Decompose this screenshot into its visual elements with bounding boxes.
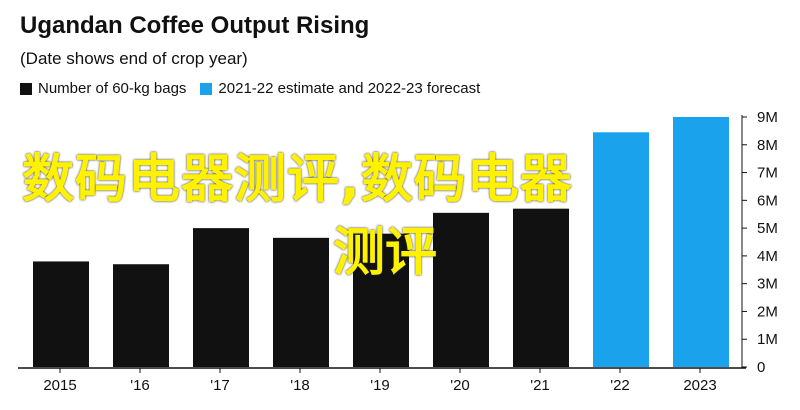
bar-0: [33, 261, 89, 367]
bar-5: [433, 212, 489, 367]
x-tick-label: '16: [130, 377, 150, 394]
x-tick-label: 2023: [683, 377, 716, 394]
y-tick-label: 9M: [757, 109, 778, 126]
legend-label-actual: Number of 60-kg bags: [38, 80, 187, 97]
bar-1: [113, 264, 169, 367]
chart-title: Ugandan Coffee Output Rising: [20, 12, 370, 39]
x-tick-label: '18: [290, 377, 310, 394]
x-tick-label: '22: [610, 377, 630, 394]
chart-subtitle: (Date shows end of crop year): [20, 49, 248, 68]
x-tick-label: '17: [210, 377, 230, 394]
chart-legend: Number of 60-kg bags 2021-22 estimate an…: [20, 80, 494, 97]
y-tick-label: 1M: [757, 331, 778, 348]
bar-8: [673, 117, 729, 367]
y-tick-label: 8M: [757, 137, 778, 154]
legend-swatch-forecast: [200, 82, 213, 95]
bar-7: [593, 132, 649, 367]
bar-2: [193, 228, 249, 367]
legend-item-actual: Number of 60-kg bags: [20, 80, 186, 97]
y-tick-label: 5M: [757, 220, 778, 237]
x-tick-label: '20: [450, 377, 470, 394]
bar-6: [513, 208, 569, 367]
legend-swatch-actual: [20, 82, 32, 95]
y-tick-label: 2M: [757, 303, 778, 320]
y-tick-label: 4M: [757, 248, 778, 265]
bar-4: [353, 233, 409, 367]
y-tick-label: 0: [757, 359, 765, 376]
y-tick-label: 7M: [757, 165, 778, 182]
legend-item-forecast: 2021-22 estimate and 2022-23 forecast: [200, 80, 480, 97]
bar-3: [273, 237, 329, 367]
y-tick-label: 3M: [757, 276, 778, 293]
x-tick-label: 2015: [43, 377, 76, 394]
legend-label-forecast: 2021-22 estimate and 2022-23 forecast: [218, 80, 481, 97]
y-tick-label: 6M: [757, 192, 778, 209]
x-tick-label: '19: [370, 377, 390, 394]
x-tick-label: '21: [530, 377, 550, 394]
